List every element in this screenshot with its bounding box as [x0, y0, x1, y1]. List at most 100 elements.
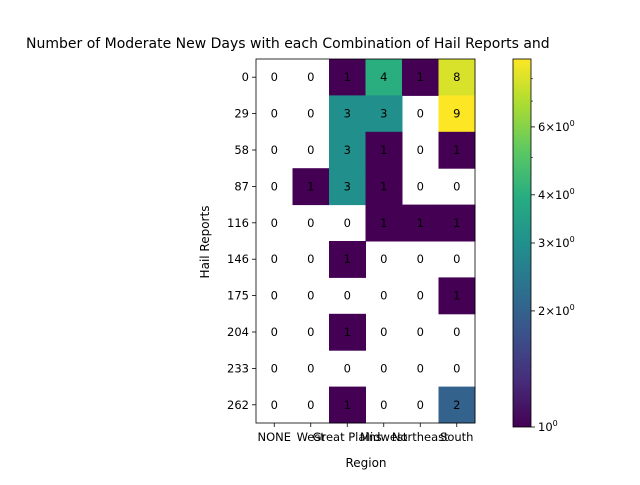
cell-value-label: 4 [380, 70, 387, 84]
y-tick-label: 116 [227, 216, 249, 230]
cell-value-label: 3 [344, 107, 351, 121]
y-tick-label: 146 [227, 252, 249, 266]
x-tick-label: South [440, 430, 473, 444]
heatmap-cell [292, 168, 330, 206]
y-tick-label: 58 [234, 143, 249, 157]
heatmap-cell [329, 59, 366, 96]
heatmap-cell [365, 59, 403, 96]
cell-value-label: 0 [271, 289, 278, 303]
y-tick-label: 175 [227, 289, 249, 303]
y-tick-label: 204 [227, 325, 249, 339]
y-axis-label: Hail Reports [198, 206, 212, 279]
cell-value-label: 0 [271, 179, 278, 193]
heatmap-cells [292, 59, 476, 424]
cell-value-label: 0 [271, 325, 278, 339]
cell-value-label: 0 [417, 325, 424, 339]
colorbar-gradient [512, 58, 532, 428]
y-tick-label: 233 [227, 361, 249, 375]
cell-value-label: 0 [307, 143, 314, 157]
cell-value-label: 0 [271, 143, 278, 157]
heatmap-cell [365, 95, 403, 133]
heatmap-cell [402, 59, 439, 96]
cell-value-label: 1 [453, 143, 460, 157]
cell-value-label: 0 [417, 398, 424, 412]
cell-value-label: 0 [380, 398, 387, 412]
colorbar-tick-label: 6×100 [538, 119, 575, 134]
cell-value-label: 0 [307, 216, 314, 230]
heatmap-cell [365, 204, 403, 242]
x-axis-label: Region [345, 456, 386, 470]
colorbar: 100 2×100 3×100 4×100 6×100 [512, 58, 575, 434]
heatmap-cell [365, 131, 403, 169]
cell-value-label: 0 [307, 289, 314, 303]
cell-value-label: 1 [417, 70, 424, 84]
cell-value-label: 0 [453, 252, 460, 266]
heatmap-cell-labels: 0 0 1 4 1 8 0 0 3 3 0 9 0 0 3 1 0 1 0 1 3 1 0 0 0 0 0 1 1 1 0 0 1 0 0 0 0 0 0 0… [271, 70, 461, 412]
cell-value-label: 0 [271, 252, 278, 266]
cell-value-label: 0 [417, 107, 424, 121]
cell-value-label: 0 [271, 216, 278, 230]
heatmap-cell [365, 168, 403, 206]
colorbar-tick-label: 4×100 [538, 187, 575, 202]
y-tick-label: 87 [234, 179, 249, 193]
heatmap-cell [329, 168, 366, 206]
cell-value-label: 1 [453, 289, 460, 303]
cell-value-label: 3 [380, 107, 387, 121]
cell-value-label: 0 [417, 143, 424, 157]
cell-value-label: 0 [271, 107, 278, 121]
cell-value-label: 3 [344, 143, 351, 157]
cell-value-label: 0 [307, 361, 314, 375]
y-tick-label: 262 [227, 398, 249, 412]
cell-value-label: 0 [307, 252, 314, 266]
x-tick-label: NONE [257, 430, 291, 444]
cell-value-label: 0 [417, 179, 424, 193]
cell-value-label: 0 [380, 361, 387, 375]
heatmap-cell [438, 95, 476, 133]
plot-frame [255, 58, 476, 424]
cell-value-label: 1 [380, 179, 387, 193]
cell-value-label: 0 [307, 70, 314, 84]
cell-value-label: 0 [271, 70, 278, 84]
cell-value-label: 0 [380, 252, 387, 266]
cell-value-label: 0 [417, 361, 424, 375]
cell-value-label: 1 [417, 216, 424, 230]
heatmap-cell [438, 204, 476, 242]
cell-value-label: 9 [453, 107, 460, 121]
cell-value-label: 1 [453, 216, 460, 230]
cell-value-label: 0 [453, 325, 460, 339]
cell-value-label: 3 [344, 179, 351, 193]
heatmap-cell [438, 386, 476, 424]
cell-value-label: 0 [380, 289, 387, 303]
heatmap-cell [329, 95, 366, 133]
chart-title: Number of Moderate New Days with each Co… [26, 36, 550, 52]
cell-value-label: 0 [307, 325, 314, 339]
heatmap-cell [438, 277, 476, 315]
cell-value-label: 0 [344, 216, 351, 230]
y-axis: 0 29 58 87 116 146 175 204 233 262 [227, 70, 256, 412]
heatmap-cell [402, 204, 439, 242]
colorbar-tick-label: 100 [538, 419, 558, 434]
cell-value-label: 0 [417, 289, 424, 303]
cell-value-label: 2 [453, 398, 460, 412]
colorbar-tick-label: 3×100 [538, 235, 575, 250]
cell-value-label: 8 [453, 70, 460, 84]
cell-value-label: 1 [307, 179, 314, 193]
heatmap-cell [329, 386, 366, 424]
heatmap-cell [329, 313, 366, 351]
cell-value-label: 1 [344, 252, 351, 266]
cell-value-label: 1 [380, 143, 387, 157]
y-tick-label: 29 [234, 107, 249, 121]
heatmap-cell [329, 241, 366, 278]
cell-value-label: 0 [307, 398, 314, 412]
cell-value-label: 1 [344, 325, 351, 339]
cell-value-label: 0 [344, 289, 351, 303]
heatmap-cell [438, 59, 476, 96]
x-tick-label: Northeast [392, 430, 449, 444]
cell-value-label: 0 [307, 107, 314, 121]
cell-value-label: 1 [344, 70, 351, 84]
cell-value-label: 0 [417, 252, 424, 266]
cell-value-label: 0 [271, 398, 278, 412]
x-tick-label: Great Plains [313, 430, 382, 444]
